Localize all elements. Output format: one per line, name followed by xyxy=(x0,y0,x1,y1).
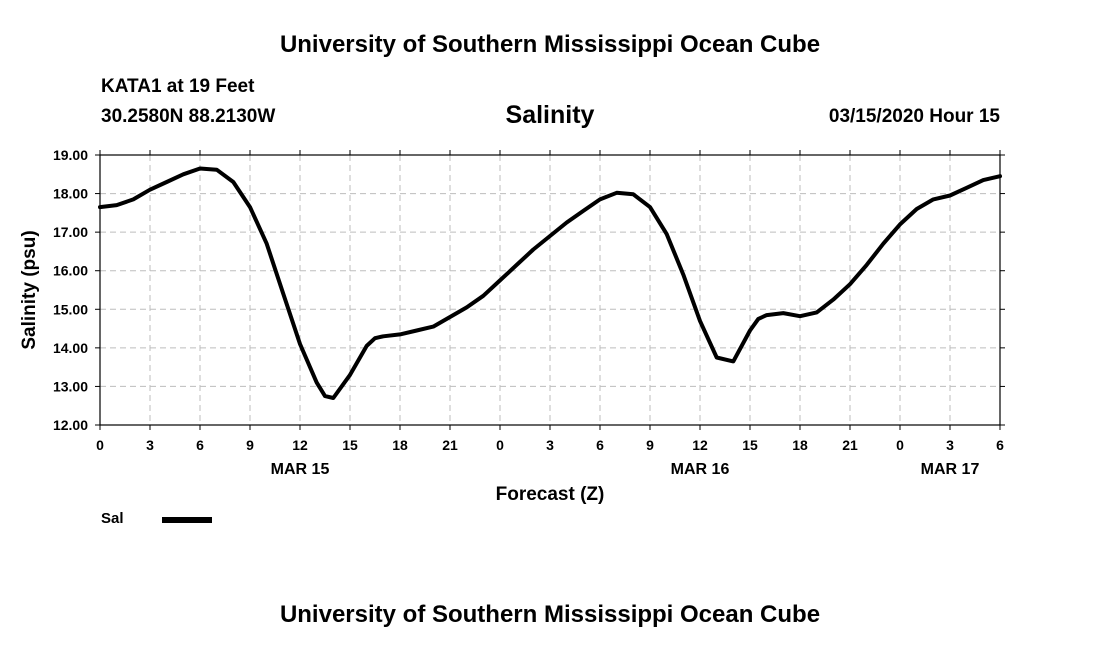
x-tick-label: 3 xyxy=(146,437,154,453)
x-tick-label: 21 xyxy=(842,437,858,453)
x-tick-label: 12 xyxy=(692,437,708,453)
x-tick-label: 0 xyxy=(896,437,904,453)
x-tick-label: 9 xyxy=(646,437,654,453)
x-axis-title: Forecast (Z) xyxy=(496,484,605,505)
y-tick-label: 14.00 xyxy=(53,340,88,356)
plot-title: Salinity xyxy=(505,101,595,129)
date-label: MAR 17 xyxy=(921,461,980,478)
x-tick-label: 18 xyxy=(792,437,808,453)
y-tick-label: 12.00 xyxy=(53,417,88,433)
y-tick-label: 19.00 xyxy=(53,147,88,163)
chart-title-bottom: University of Southern Mississippi Ocean… xyxy=(279,601,821,628)
x-tick-label: 6 xyxy=(596,437,604,453)
x-tick-label: 12 xyxy=(292,437,308,453)
series-line-sal xyxy=(98,166,1002,400)
legend-line-swatch xyxy=(162,517,212,523)
x-tick-label: 0 xyxy=(496,437,504,453)
x-tick-label: 3 xyxy=(946,437,954,453)
x-tick-label: 18 xyxy=(392,437,408,453)
y-tick-label: 17.00 xyxy=(53,224,88,240)
x-tick-label: 21 xyxy=(442,437,458,453)
x-tick-label: 6 xyxy=(196,437,204,453)
x-tick-label: 3 xyxy=(546,437,554,453)
chart-title-top: University of Southern Mississippi Ocean… xyxy=(279,31,821,58)
x-tick-label: 9 xyxy=(246,437,254,453)
station-label: KATA1 at 19 Feet xyxy=(101,76,255,97)
location-label: 30.2580N 88.2130W xyxy=(101,106,276,127)
x-tick-label: 6 xyxy=(996,437,1004,453)
x-tick-label: 15 xyxy=(742,437,758,453)
y-axis-title: Salinity (psu) xyxy=(19,230,40,349)
x-tick-label: 15 xyxy=(342,437,358,453)
date-label: MAR 16 xyxy=(671,461,730,478)
y-tick-label: 16.00 xyxy=(53,263,88,279)
y-tick-label: 18.00 xyxy=(53,186,88,202)
y-tick-label: 15.00 xyxy=(53,301,88,317)
plot-frame xyxy=(99,154,1001,426)
date-label: MAR 15 xyxy=(271,461,330,478)
timestamp-label: 03/15/2020 Hour 15 xyxy=(828,106,1000,127)
x-tick-label: 0 xyxy=(96,437,104,453)
y-tick-label: 13.00 xyxy=(53,378,88,394)
legend-label: Sal xyxy=(101,510,124,527)
